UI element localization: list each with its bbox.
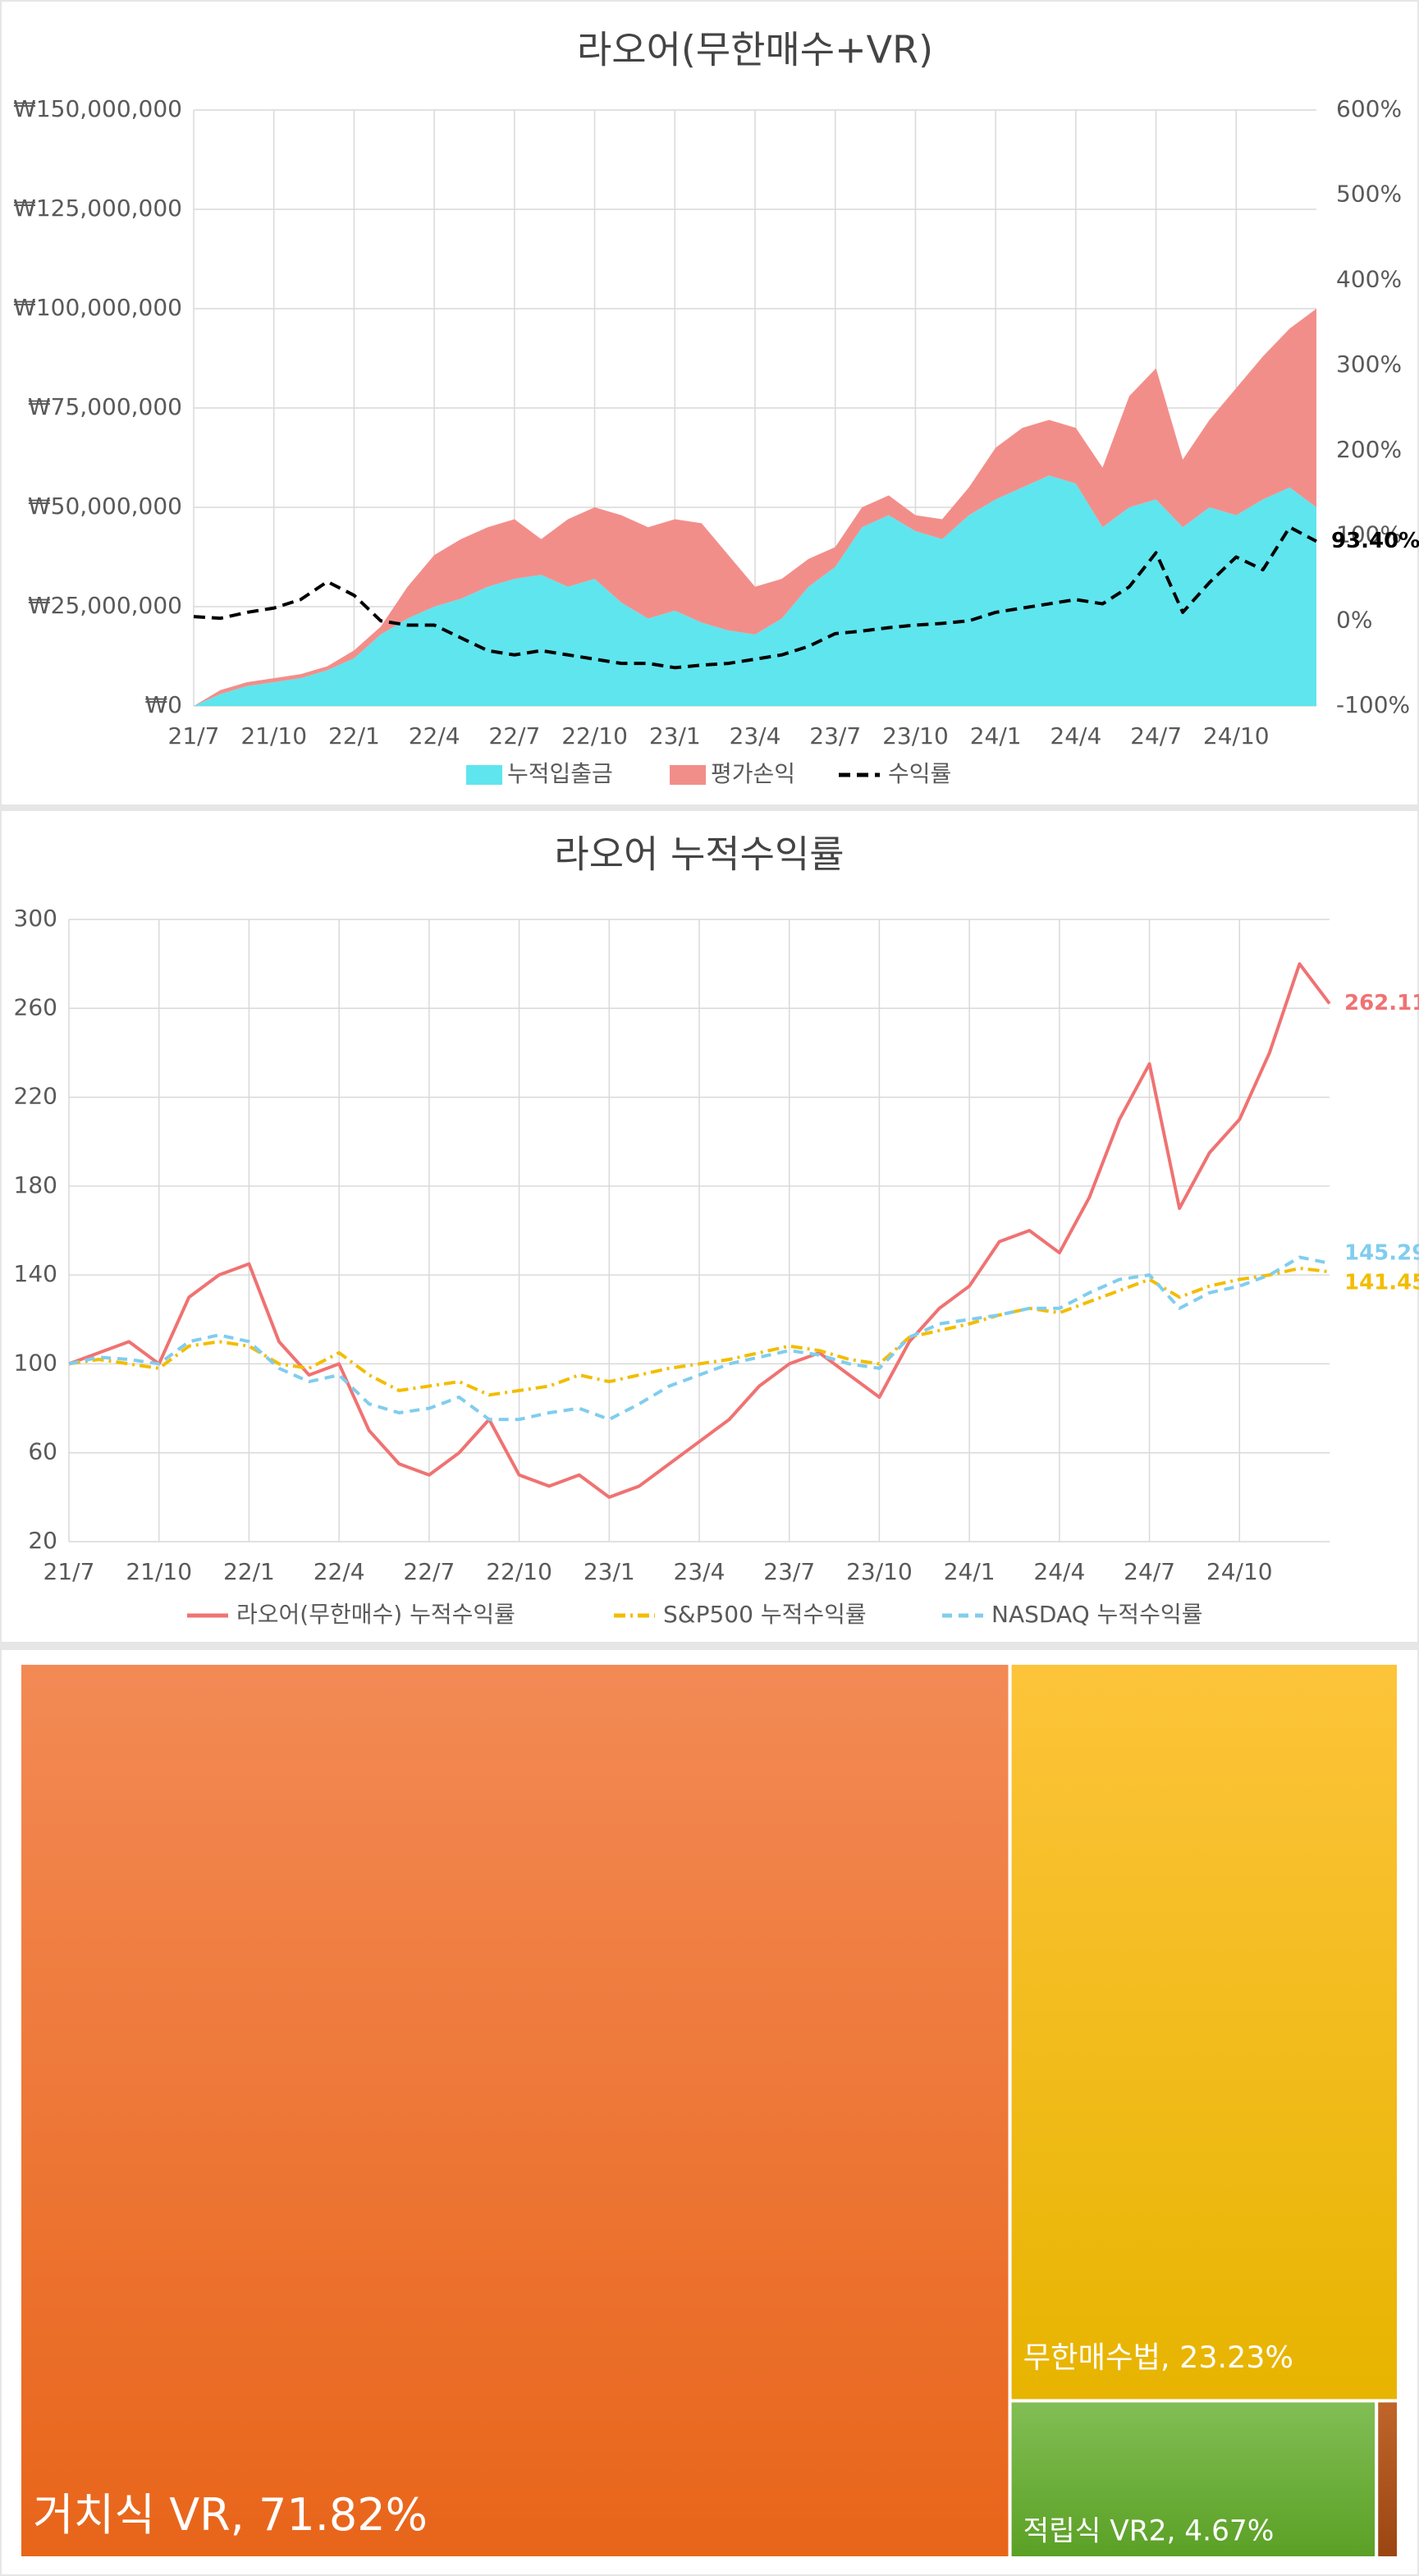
tile <box>1008 1662 1401 2403</box>
x-tick-label: 23/10 <box>846 1558 913 1585</box>
y-tick-label: ₩150,000,000 <box>13 95 182 122</box>
y-tick-label: 60 <box>28 1438 57 1465</box>
tile-label: 적립식 VR2, 4.67% <box>1023 2515 1275 2548</box>
tile <box>1008 2399 1379 2560</box>
y-tick-label: ₩50,000,000 <box>28 493 182 520</box>
y-tick-label: 100 <box>14 1349 57 1376</box>
tile <box>18 1662 1012 2560</box>
y2-tick-label: 300% <box>1336 351 1402 378</box>
x-tick-label: 24/4 <box>1050 722 1101 749</box>
data-label: 141.45 <box>1344 1271 1419 1295</box>
line <box>68 1255 1330 1422</box>
y-tick-label: 140 <box>14 1260 57 1287</box>
x-tick-label: 24/1 <box>944 1558 996 1585</box>
x-tick-label: 21/10 <box>126 1558 192 1585</box>
chart-title: 라오어 누적수익률 <box>554 832 844 877</box>
tile-label: 무한매수법, 23.23% <box>1023 2340 1293 2375</box>
panel <box>2 811 1417 1642</box>
y-tick-label: ₩25,000,000 <box>28 592 182 619</box>
legend-swatch <box>670 765 706 785</box>
line <box>68 962 1331 1499</box>
x-tick-label: 24/7 <box>1130 722 1182 749</box>
y2-tick-label: 500% <box>1336 181 1402 208</box>
legend-swatch <box>466 765 502 785</box>
x-tick-label: 24/7 <box>1124 1558 1175 1585</box>
legend-label: 수익률 <box>888 760 951 787</box>
y-tick-label: 180 <box>14 1171 57 1199</box>
x-tick-label: 24/10 <box>1203 722 1270 749</box>
y-tick-label: 300 <box>14 905 57 932</box>
x-tick-label: 22/7 <box>403 1558 455 1585</box>
x-tick-label: 23/7 <box>809 722 861 749</box>
legend-label: S&P500 누적수익률 <box>663 1601 867 1628</box>
x-tick-label: 22/10 <box>561 722 628 749</box>
x-tick-label: 21/10 <box>240 722 307 749</box>
x-tick-label: 21/7 <box>43 1558 95 1585</box>
area <box>194 475 1316 706</box>
x-tick-label: 22/10 <box>486 1558 552 1585</box>
x-tick-label: 24/4 <box>1033 1558 1085 1585</box>
legend-label: NASDAQ 누적수익률 <box>991 1601 1202 1628</box>
y-tick-label: 20 <box>28 1527 57 1554</box>
y2-tick-label: 200% <box>1336 436 1402 463</box>
x-tick-label: 22/7 <box>488 722 540 749</box>
x-tick-label: 23/1 <box>584 1558 635 1585</box>
x-tick-label: 22/4 <box>409 722 460 749</box>
y2-tick-label: 400% <box>1336 265 1402 292</box>
y2-tick-label: 100% <box>1336 521 1402 548</box>
y2-tick-label: 0% <box>1336 606 1372 633</box>
x-tick-label: 23/7 <box>763 1558 815 1585</box>
y2-tick-label: 600% <box>1336 95 1402 122</box>
line <box>68 1267 1330 1397</box>
tile-label: 거치식 VR, 71.82% <box>33 2489 428 2541</box>
data-label: 262.11 <box>1344 991 1419 1015</box>
legend-label: 라오어(무한매수) 누적수익률 <box>236 1601 515 1628</box>
x-tick-label: 22/4 <box>314 1558 365 1585</box>
y-tick-label: ₩0 <box>145 691 183 718</box>
y-tick-label: ₩75,000,000 <box>28 393 182 420</box>
legend-label: 누적입출금 <box>507 760 613 787</box>
x-tick-label: 22/1 <box>328 722 380 749</box>
x-tick-label: 24/10 <box>1206 1558 1273 1585</box>
legend-label: 평가손익 <box>711 760 795 787</box>
line <box>193 525 1317 670</box>
x-tick-label: 23/4 <box>730 722 781 749</box>
y-tick-label: ₩100,000,000 <box>13 294 182 321</box>
x-tick-label: 23/10 <box>882 722 949 749</box>
tile <box>1375 2399 1400 2560</box>
x-tick-label: 22/1 <box>223 1558 275 1585</box>
x-tick-label: 24/1 <box>970 722 1022 749</box>
chart-title: 라오어(무한매수+VR) <box>577 28 933 72</box>
y-tick-label: ₩125,000,000 <box>13 195 182 222</box>
data-label: 145.29 <box>1344 1240 1419 1265</box>
area <box>194 309 1316 706</box>
y-tick-label: 220 <box>14 1083 57 1110</box>
x-tick-label: 23/1 <box>649 722 701 749</box>
data-label: 93.40% <box>1331 529 1419 553</box>
y2-tick-label: -100% <box>1336 691 1410 718</box>
x-tick-label: 23/4 <box>674 1558 726 1585</box>
y-tick-label: 260 <box>14 993 57 1020</box>
x-tick-label: 21/7 <box>168 722 220 749</box>
